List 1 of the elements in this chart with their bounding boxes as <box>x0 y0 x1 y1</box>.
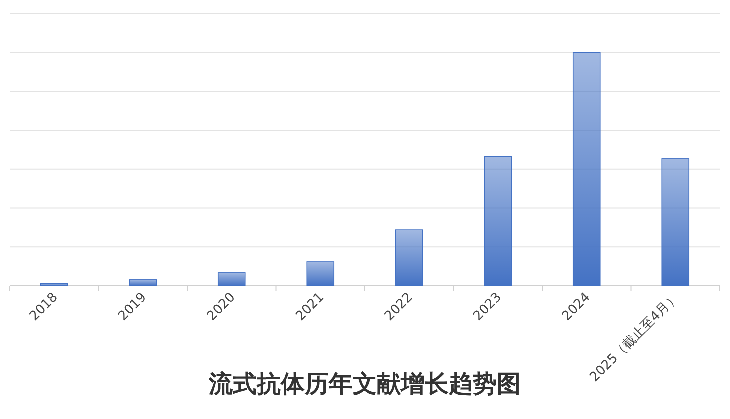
text: 流式抗体历年文献增长趋势图 <box>208 369 521 398</box>
